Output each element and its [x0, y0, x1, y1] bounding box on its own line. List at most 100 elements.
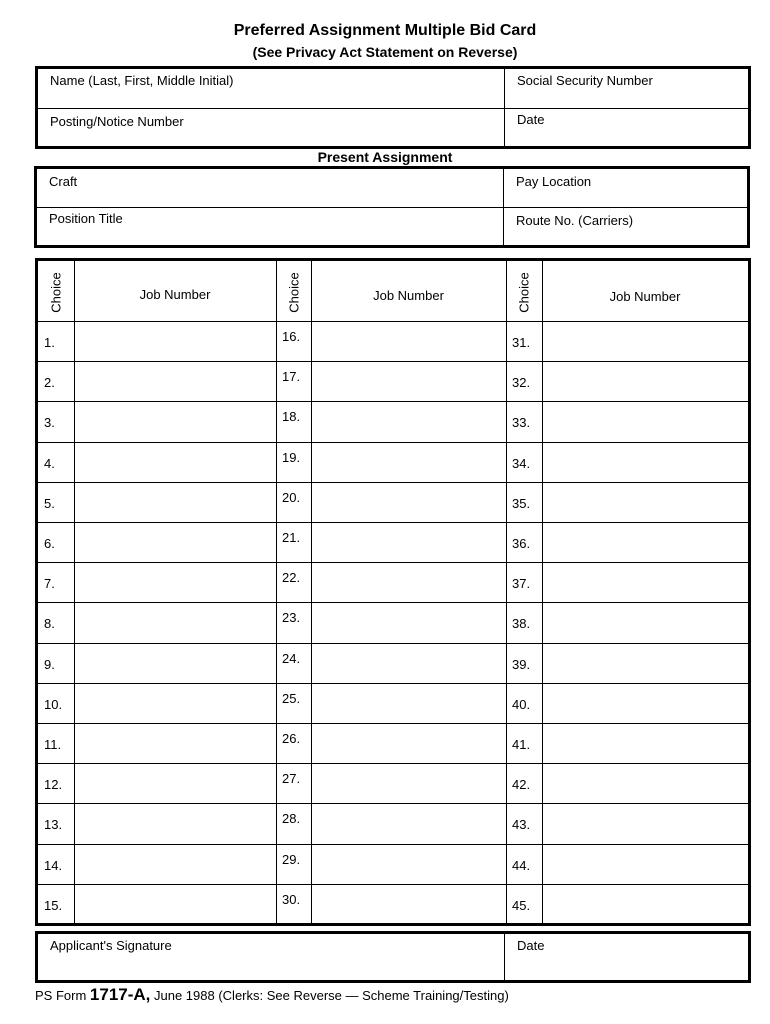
choice-number: 36. — [512, 536, 531, 551]
ssn-label: Social Security Number — [517, 73, 653, 88]
job-number-input[interactable] — [312, 603, 505, 641]
footer-prefix: PS Form — [35, 988, 90, 1003]
ssn-field[interactable]: Social Security Number — [505, 69, 748, 108]
name-field[interactable]: Name (Last, First, Middle Initial) — [38, 69, 504, 108]
choice-number: 7. — [44, 576, 55, 592]
row-divider — [38, 843, 748, 845]
job-number-input[interactable] — [312, 443, 505, 481]
job-number-input[interactable] — [543, 603, 747, 641]
job-number-input[interactable] — [543, 563, 747, 601]
choice-number: 11. — [44, 737, 62, 752]
choice-number: 10. — [44, 696, 63, 712]
divider — [506, 261, 507, 923]
choice-number: 14. — [44, 857, 63, 873]
job-number-input[interactable] — [75, 483, 275, 521]
job-number-input[interactable] — [543, 443, 747, 481]
job-number-input[interactable] — [75, 603, 275, 641]
posting-number-field[interactable]: Posting/Notice Number — [38, 109, 504, 147]
craft-field[interactable]: Craft — [37, 169, 503, 208]
job-number-input[interactable] — [543, 885, 747, 923]
job-number-input[interactable] — [75, 885, 275, 923]
job-number-input[interactable] — [543, 402, 747, 440]
job-number-input[interactable] — [312, 684, 505, 722]
choice-number: 8. — [44, 616, 55, 632]
pay-location-field[interactable]: Pay Location — [504, 169, 747, 208]
job-number-input[interactable] — [75, 443, 275, 481]
row-divider — [38, 481, 748, 483]
position-title-label: Position Title — [49, 211, 123, 226]
form-number: 1717-A, — [89, 985, 151, 1004]
job-number-input[interactable] — [543, 523, 747, 561]
choice-number: 16. — [282, 329, 301, 344]
choice-number: 12. — [44, 777, 63, 793]
job-number-input[interactable] — [75, 764, 275, 802]
choice-header: Choice — [516, 272, 532, 313]
job-number-input[interactable] — [75, 523, 275, 561]
job-number-input[interactable] — [312, 724, 505, 762]
divider — [74, 261, 75, 923]
job-number-input[interactable] — [312, 563, 505, 601]
job-number-input[interactable] — [75, 684, 275, 722]
choice-number: 24. — [282, 650, 301, 666]
job-number-input[interactable] — [543, 724, 747, 762]
job-number-input[interactable] — [543, 845, 747, 883]
row-divider — [38, 682, 748, 684]
job-number-input[interactable] — [75, 724, 275, 762]
job-number-input[interactable] — [543, 483, 747, 521]
job-number-input[interactable] — [75, 402, 275, 440]
choice-number: 3. — [44, 415, 55, 431]
form-footer: PS Form 1717-A, June 1988 (Clerks: See R… — [35, 985, 509, 1005]
divider — [38, 108, 748, 109]
choice-number: 30. — [282, 891, 301, 907]
job-number-input[interactable] — [543, 644, 747, 682]
choice-number: 32. — [512, 375, 531, 391]
choice-number: 42. — [512, 777, 531, 793]
choices-table: Choice Job Number 1. 2. 3. 4. 5. 6. 7. 8. 9. 10. 11.… — [35, 258, 751, 926]
job-number-input[interactable] — [312, 322, 505, 360]
signature-field[interactable]: Applicant's Signature — [38, 934, 504, 980]
job-number-input[interactable] — [312, 523, 505, 561]
job-number-header: Job Number — [139, 287, 211, 302]
footer-suffix: June 1988 (Clerks: See Reverse — Scheme … — [150, 988, 509, 1003]
choice-number: 1. — [44, 335, 55, 350]
name-label: Name (Last, First, Middle Initial) — [50, 73, 234, 88]
job-number-input[interactable] — [543, 362, 747, 400]
choice-number: 18. — [282, 409, 301, 425]
signature-date-field[interactable]: Date — [505, 934, 748, 980]
choice-number: 6. — [44, 536, 55, 551]
job-number-header: Job Number — [609, 289, 681, 304]
job-number-input[interactable] — [312, 483, 505, 521]
position-title-field[interactable]: Position Title — [37, 209, 503, 246]
job-number-input[interactable] — [75, 644, 275, 682]
job-number-input[interactable] — [543, 684, 747, 722]
job-number-input[interactable] — [543, 804, 747, 842]
job-number-input[interactable] — [312, 644, 505, 682]
present-assignment-box: Craft Pay Location Position Title Route … — [34, 166, 750, 248]
choice-number: 33. — [512, 415, 531, 431]
job-number-input[interactable] — [75, 804, 275, 842]
choice-number: 41. — [512, 737, 531, 752]
job-number-input[interactable] — [75, 362, 275, 400]
choice-number: 25. — [282, 690, 301, 706]
job-number-input[interactable] — [312, 804, 505, 842]
date-field[interactable]: Date — [505, 109, 748, 147]
job-number-input[interactable] — [75, 845, 275, 883]
job-number-input[interactable] — [75, 563, 275, 601]
job-number-input[interactable] — [312, 845, 505, 883]
row-divider — [38, 562, 748, 564]
signature-box: Applicant's Signature Date — [35, 931, 751, 983]
job-number-input[interactable] — [312, 402, 505, 440]
signature-label: Applicant's Signature — [50, 938, 172, 953]
choice-number: 38. — [512, 616, 531, 632]
divider — [504, 69, 505, 146]
job-number-input[interactable] — [543, 764, 747, 802]
job-number-input[interactable] — [312, 764, 505, 802]
job-number-input[interactable] — [543, 322, 747, 360]
choice-number: 5. — [44, 495, 55, 511]
posting-label: Posting/Notice Number — [50, 114, 184, 129]
job-number-input[interactable] — [312, 362, 505, 400]
job-number-input[interactable] — [312, 885, 505, 923]
route-field[interactable]: Route No. (Carriers) — [504, 209, 747, 246]
job-number-input[interactable] — [75, 322, 275, 360]
choice-number: 31. — [512, 335, 531, 350]
